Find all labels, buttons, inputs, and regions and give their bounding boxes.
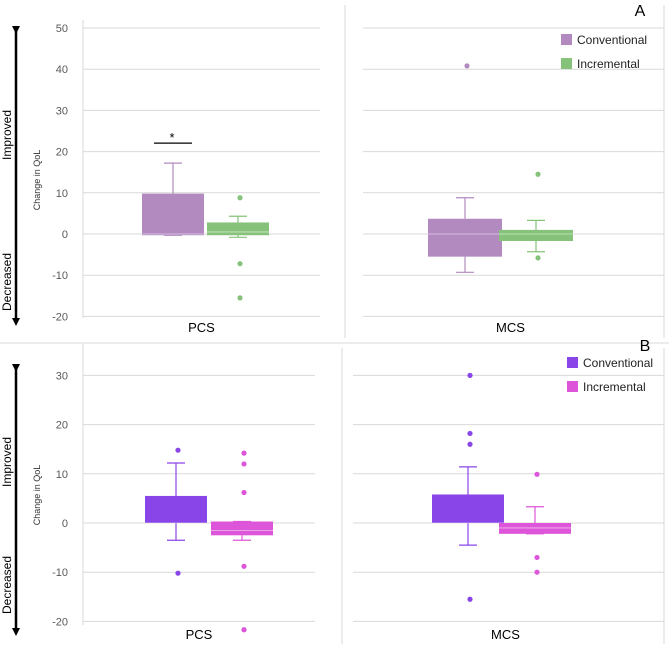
y-tick-label: 30 xyxy=(56,105,68,117)
outlier-point xyxy=(534,569,540,575)
box-conventional xyxy=(145,495,207,523)
outlier-point xyxy=(467,441,473,447)
y-tick-label: 10 xyxy=(56,469,68,481)
y-tick-label: 40 xyxy=(56,64,68,76)
legend-swatch xyxy=(561,34,572,45)
legend-swatch xyxy=(567,381,578,392)
improved-label: Improved xyxy=(0,437,14,487)
box-conventional xyxy=(432,494,504,523)
outlier-point xyxy=(535,255,541,261)
outlier-point xyxy=(241,563,247,569)
y-tick-label: 0 xyxy=(62,229,68,241)
legend-label: Incremental xyxy=(577,57,640,71)
significance-star: * xyxy=(169,130,174,145)
outlier-point xyxy=(237,295,243,301)
outlier-point xyxy=(534,471,540,477)
panel-b: -20 -10 0 10 20 30 Change in QoL Improved Decrea… xyxy=(0,338,665,644)
outlier-point xyxy=(241,450,247,456)
legend-label: Conventional xyxy=(577,33,647,47)
y-tick-label: 0 xyxy=(62,518,68,530)
y-tick-label: 10 xyxy=(56,188,68,200)
y-tick-label: -20 xyxy=(52,616,68,628)
outlier-point xyxy=(534,554,540,561)
legend-swatch xyxy=(567,357,578,368)
box-conventional xyxy=(142,193,204,236)
panels-group: -20 -10 0 10 20 30 40 50 Change in QoL Improved De… xyxy=(0,3,669,644)
outlier-point xyxy=(464,63,470,69)
box-incremental xyxy=(211,521,273,536)
box-incremental xyxy=(207,222,269,236)
y-tick-label: -10 xyxy=(52,270,68,282)
outlier-point xyxy=(467,372,473,378)
category-label: PCS xyxy=(186,627,213,642)
panel-letter: B xyxy=(640,338,651,355)
y-tick-label: -20 xyxy=(52,311,68,323)
outlier-point xyxy=(175,570,181,576)
panel-letter: A xyxy=(635,3,646,20)
outlier-point xyxy=(535,171,541,177)
category-label: PCS xyxy=(188,320,215,335)
improved-label: Improved xyxy=(0,110,14,160)
legend-swatch xyxy=(561,58,572,69)
y-axis-label: Change in QoL xyxy=(32,150,42,211)
box-conventional xyxy=(428,218,502,257)
y-tick-label: -10 xyxy=(52,567,68,579)
category-label: MCS xyxy=(496,320,525,335)
y-tick-label: 20 xyxy=(56,147,68,159)
legend-label: Conventional xyxy=(583,356,653,370)
legend-label: Incremental xyxy=(583,380,646,394)
outlier-point xyxy=(241,489,247,496)
y-tick-label: 30 xyxy=(56,370,68,382)
decreased-label: Decreased xyxy=(0,253,14,311)
outlier-point xyxy=(241,461,247,467)
outlier-point xyxy=(467,596,473,602)
box-incremental xyxy=(499,229,573,242)
y-axis-label: Change in QoL xyxy=(32,465,42,526)
outlier-point xyxy=(241,627,247,633)
decreased-label: Decreased xyxy=(0,556,14,614)
outlier-point xyxy=(175,447,181,453)
y-tick-label: 20 xyxy=(56,420,68,432)
outlier-point xyxy=(237,195,243,201)
y-tick-label: 50 xyxy=(56,23,68,35)
panel-a: -20 -10 0 10 20 30 40 50 Change in QoL Improved De… xyxy=(0,3,665,338)
outlier-point xyxy=(237,261,243,267)
outlier-point xyxy=(467,430,473,437)
box-incremental xyxy=(499,523,571,534)
category-label: MCS xyxy=(491,627,520,642)
